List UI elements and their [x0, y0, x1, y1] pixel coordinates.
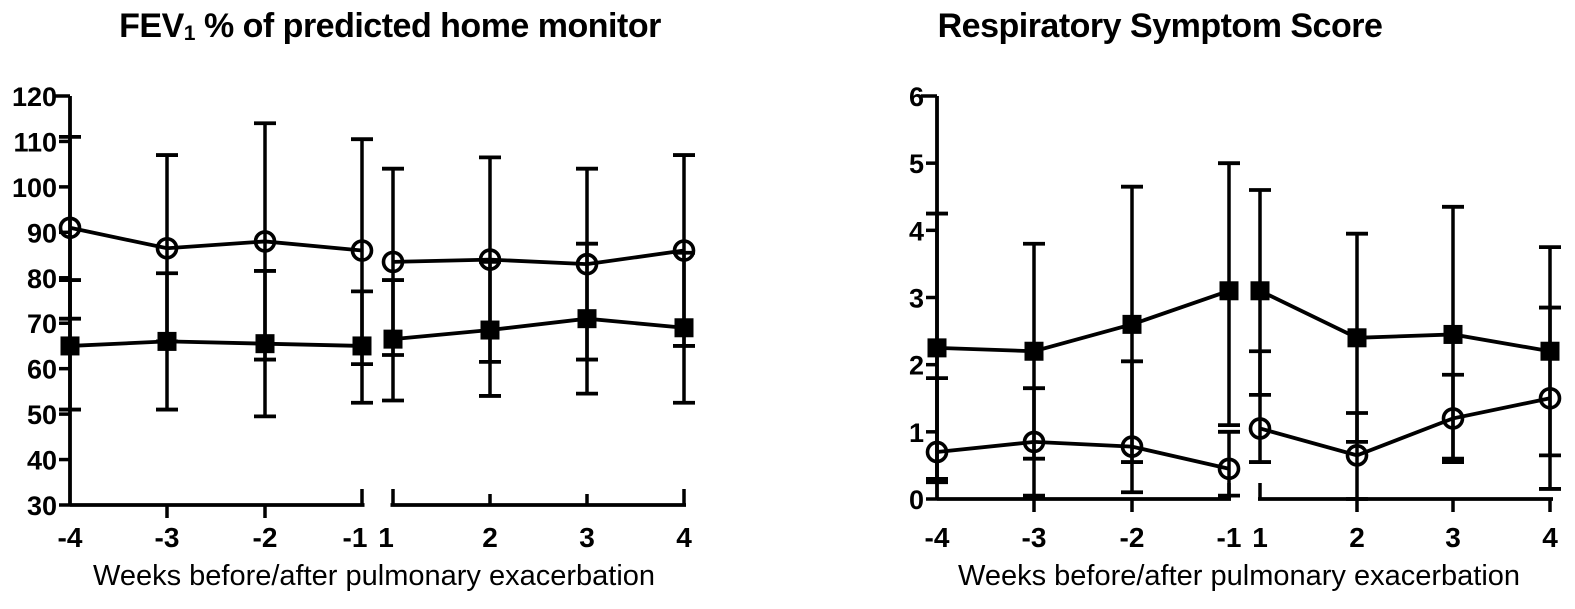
svg-text:1: 1 [378, 522, 394, 553]
data-point-filled-square [1540, 341, 1560, 361]
chart1-markers-filled-square [60, 309, 694, 356]
chart1-plot: 30 40 50 60 70 80 90 100 110 120 -4 -3 -2 -1 1 2 3 4 [12, 82, 696, 553]
chart1-line-filled-square [69, 316, 685, 348]
data-point-open-circle [155, 236, 179, 260]
data-point-filled-square [480, 320, 500, 340]
svg-text:4: 4 [676, 522, 692, 553]
chart2-title: Respiratory Symptom Score [938, 7, 1383, 46]
svg-text:30: 30 [27, 491, 57, 521]
data-point-open-circle [1217, 457, 1241, 481]
svg-text:-1: -1 [343, 522, 368, 553]
data-point-filled-square [1347, 328, 1367, 348]
data-point-open-circle [672, 239, 696, 262]
svg-text:2: 2 [1349, 522, 1365, 553]
svg-text:100: 100 [12, 173, 57, 203]
svg-text:-2: -2 [253, 522, 278, 553]
data-point-open-circle [58, 216, 82, 240]
svg-text:2: 2 [482, 522, 498, 553]
data-point-filled-square [1443, 324, 1463, 344]
svg-text:-3: -3 [1022, 522, 1047, 553]
data-point-open-circle [575, 252, 599, 276]
data-point-open-circle [1538, 386, 1562, 410]
svg-text:3: 3 [1445, 522, 1461, 553]
chart2-line-open-circle [936, 396, 1551, 471]
chart2-error-bars [926, 161, 1561, 501]
chart1-line-open-circle [69, 225, 685, 267]
chart2-title-prefix: Respiratory Symptom Score [937, 7, 1383, 45]
svg-text:2: 2 [909, 351, 924, 381]
svg-text:-4: -4 [58, 522, 83, 553]
chart2-plot: 0 1 2 3 4 5 6 -4 -3 -2 -1 1 2 3 4 [909, 82, 1562, 553]
chart1-axes: 30 40 50 60 70 80 90 100 110 120 -4 -3 -2 -1 1 2 3 4 [12, 82, 692, 553]
data-point-open-circle [1248, 417, 1272, 440]
chart1-title-subscript: 1 [183, 22, 196, 46]
svg-text:1: 1 [909, 418, 924, 448]
chart1-title: FEV1 % of predicted home monitor [119, 7, 661, 46]
data-point-filled-square [674, 318, 694, 338]
data-point-open-circle [253, 230, 277, 253]
data-point-filled-square [383, 329, 403, 349]
data-point-filled-square [255, 334, 275, 354]
data-point-filled-square [1024, 341, 1044, 361]
data-point-open-circle [1120, 435, 1144, 458]
data-point-open-circle [1345, 444, 1369, 467]
data-point-filled-square [60, 336, 80, 356]
data-point-open-circle [1022, 430, 1046, 454]
data-point-filled-square [157, 331, 177, 351]
svg-text:50: 50 [27, 400, 57, 430]
data-point-filled-square [352, 336, 372, 356]
svg-text:4: 4 [909, 216, 924, 246]
svg-text:6: 6 [909, 82, 924, 112]
svg-text:40: 40 [27, 446, 57, 476]
svg-text:4: 4 [1542, 522, 1558, 553]
data-point-filled-square [577, 309, 597, 329]
chart2-markers-filled-square [927, 281, 1560, 361]
svg-text:70: 70 [27, 309, 57, 339]
svg-text:1: 1 [1252, 522, 1268, 553]
chart1-error-bars [59, 121, 695, 419]
svg-text:-4: -4 [925, 522, 950, 553]
svg-text:-1: -1 [1217, 522, 1242, 553]
chart1-markers-open-circle [58, 216, 696, 276]
data-point-filled-square [1250, 281, 1270, 301]
svg-text:-2: -2 [1120, 522, 1145, 553]
svg-text:120: 120 [12, 82, 57, 112]
chart2-axes: 0 1 2 3 4 5 6 -4 -3 -2 -1 1 2 3 4 [909, 82, 1558, 553]
chart2-x-axis-title: Weeks before/after pulmonary exacerbatio… [957, 560, 1521, 592]
svg-text:90: 90 [27, 218, 57, 248]
chart1-title-prefix: FEV [119, 7, 184, 45]
data-point-filled-square [927, 338, 947, 358]
svg-text:5: 5 [909, 149, 924, 179]
data-point-filled-square [1219, 281, 1239, 301]
svg-text:3: 3 [579, 522, 595, 553]
svg-text:110: 110 [13, 127, 57, 157]
data-point-filled-square [1122, 314, 1142, 334]
chart2-line-filled-square [936, 288, 1551, 354]
data-point-open-circle [381, 250, 405, 274]
chart1-title-suffix: % of predicted home monitor [195, 7, 661, 45]
svg-text:-3: -3 [155, 522, 180, 553]
data-point-open-circle [350, 239, 374, 262]
chart2-markers-open-circle [925, 386, 1562, 481]
svg-text:0: 0 [909, 485, 924, 515]
svg-text:60: 60 [27, 355, 57, 385]
svg-text:3: 3 [909, 284, 924, 314]
data-point-open-circle [1441, 407, 1465, 430]
data-point-open-circle [478, 248, 502, 271]
data-point-open-circle [925, 440, 949, 464]
chart1-x-axis-title: Weeks before/after pulmonary exacerbatio… [92, 560, 656, 592]
svg-text:80: 80 [27, 264, 57, 294]
